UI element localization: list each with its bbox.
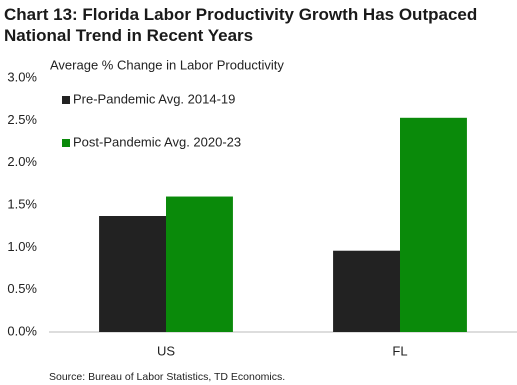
legend-label: Pre-Pandemic Avg. 2014-19	[73, 91, 235, 106]
y-tick-label: 2.5%	[7, 112, 37, 127]
legend-label: Post-Pandemic Avg. 2020-23	[73, 134, 241, 149]
chart-subtitle: Average % Change in Labor Productivity	[50, 57, 284, 72]
bar	[333, 250, 400, 332]
y-tick-label: 3.0%	[7, 69, 37, 84]
y-tick-label: 0.5%	[7, 281, 37, 296]
y-tick-label: 2.0%	[7, 154, 37, 169]
source: Source: Bureau of Labor Statistics, TD E…	[49, 371, 285, 383]
legend-swatch	[62, 96, 70, 104]
bar	[166, 196, 233, 332]
chart-title: Chart 13: Florida Labor Productivity Gro…	[4, 5, 478, 45]
x-tick-label: FL	[392, 343, 407, 358]
bar	[99, 216, 166, 332]
y-tick-label: 1.0%	[7, 239, 37, 254]
legend-swatch	[62, 139, 70, 147]
bar	[400, 117, 467, 332]
y-tick-label: 1.5%	[7, 196, 37, 211]
y-tick-label: 0.0%	[7, 323, 37, 338]
x-tick-label: US	[157, 343, 175, 358]
